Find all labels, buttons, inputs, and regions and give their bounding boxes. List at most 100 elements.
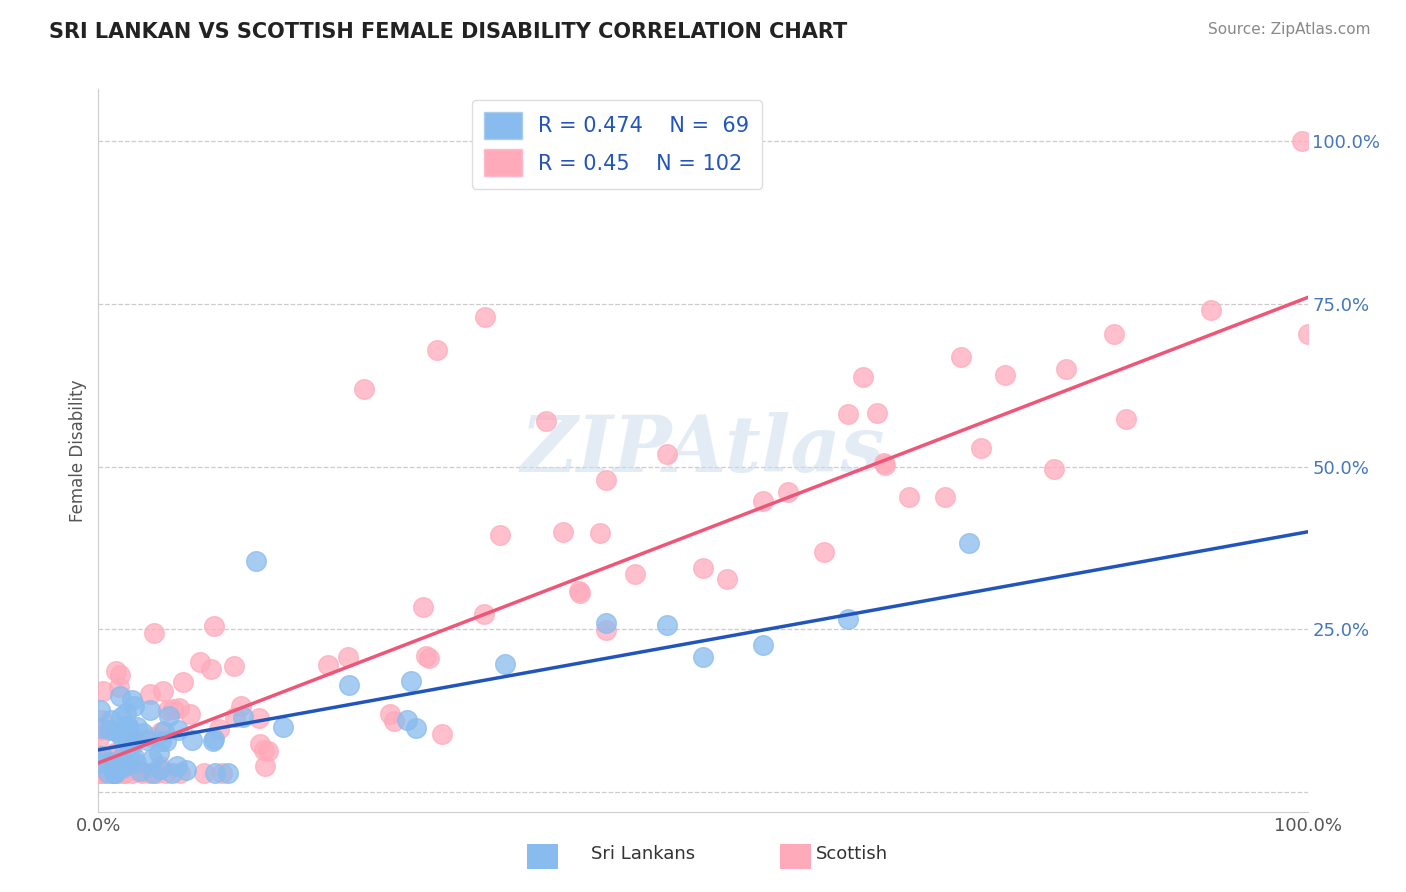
Point xyxy=(1199,303,1222,318)
Point xyxy=(150,725,173,739)
Point xyxy=(474,310,496,324)
Point xyxy=(160,765,183,780)
Point xyxy=(1115,412,1137,426)
Point xyxy=(117,736,139,750)
Point xyxy=(149,759,172,773)
Point xyxy=(852,369,875,384)
Point xyxy=(138,765,160,780)
Point xyxy=(121,765,143,780)
Point xyxy=(107,765,129,780)
Point xyxy=(122,734,145,748)
Point xyxy=(257,743,280,757)
Point xyxy=(105,665,128,679)
Text: Source: ZipAtlas.com: Source: ZipAtlas.com xyxy=(1208,22,1371,37)
Point xyxy=(716,572,738,586)
Point xyxy=(100,714,122,728)
Point xyxy=(568,584,591,599)
Point xyxy=(142,765,165,780)
Point xyxy=(336,649,359,664)
Point xyxy=(1102,327,1125,342)
Point xyxy=(353,382,375,396)
Point xyxy=(91,721,114,735)
Point xyxy=(115,706,138,720)
Point xyxy=(426,343,449,357)
Point xyxy=(211,765,233,780)
Point xyxy=(837,407,859,421)
Point xyxy=(970,441,993,455)
Point xyxy=(112,765,135,780)
Point xyxy=(152,684,174,698)
Point xyxy=(595,615,617,630)
Point xyxy=(157,703,180,717)
Point xyxy=(93,765,115,780)
Point xyxy=(179,707,201,722)
Point xyxy=(655,447,678,461)
Point xyxy=(89,723,111,738)
Point xyxy=(201,734,224,748)
Point xyxy=(155,734,177,748)
Point xyxy=(169,765,191,780)
Point xyxy=(125,756,148,770)
Point xyxy=(167,700,190,714)
Point xyxy=(253,743,276,757)
Point xyxy=(103,765,125,780)
Point xyxy=(118,725,141,739)
Point xyxy=(176,763,198,777)
Point xyxy=(117,719,139,733)
Point xyxy=(110,710,132,724)
Point xyxy=(89,721,111,735)
Point xyxy=(112,747,135,762)
Point xyxy=(112,758,135,772)
Point xyxy=(136,733,159,747)
Point xyxy=(111,756,134,770)
Point xyxy=(103,765,125,780)
Point xyxy=(837,612,859,626)
Point xyxy=(114,728,136,742)
Point xyxy=(101,765,124,780)
Point xyxy=(104,765,127,780)
Point xyxy=(172,675,194,690)
Point xyxy=(692,561,714,575)
Point xyxy=(162,702,184,716)
Point xyxy=(143,626,166,640)
Point xyxy=(776,484,799,499)
Point xyxy=(534,414,557,428)
Point xyxy=(382,714,405,728)
Point xyxy=(111,751,134,765)
Point xyxy=(569,585,592,599)
Point xyxy=(128,764,150,779)
Point xyxy=(125,720,148,734)
Point xyxy=(395,713,418,727)
Point xyxy=(112,765,135,780)
Point xyxy=(90,713,112,727)
Point xyxy=(204,731,226,746)
Point xyxy=(108,668,131,682)
Point xyxy=(624,566,647,581)
Point xyxy=(103,765,125,780)
Point xyxy=(207,722,229,736)
Point xyxy=(103,747,125,762)
Point xyxy=(120,731,142,746)
Point xyxy=(90,756,112,770)
Point xyxy=(204,765,226,780)
Point xyxy=(1043,462,1066,476)
Point xyxy=(121,693,143,707)
Point xyxy=(141,752,163,766)
Point xyxy=(110,761,132,775)
Point xyxy=(232,710,254,724)
Point xyxy=(91,684,114,698)
Legend: R = 0.474    N =  69, R = 0.45    N = 102: R = 0.474 N = 69, R = 0.45 N = 102 xyxy=(471,100,762,188)
Point xyxy=(1291,134,1313,148)
Point xyxy=(595,623,617,637)
Point xyxy=(157,709,180,723)
Point xyxy=(96,751,118,765)
Point xyxy=(98,723,121,738)
Point xyxy=(121,738,143,752)
Point xyxy=(91,765,114,780)
Point xyxy=(110,689,132,703)
Point xyxy=(873,458,896,472)
Point xyxy=(949,350,972,364)
Point xyxy=(91,748,114,763)
Point xyxy=(139,704,162,718)
Point xyxy=(337,678,360,692)
